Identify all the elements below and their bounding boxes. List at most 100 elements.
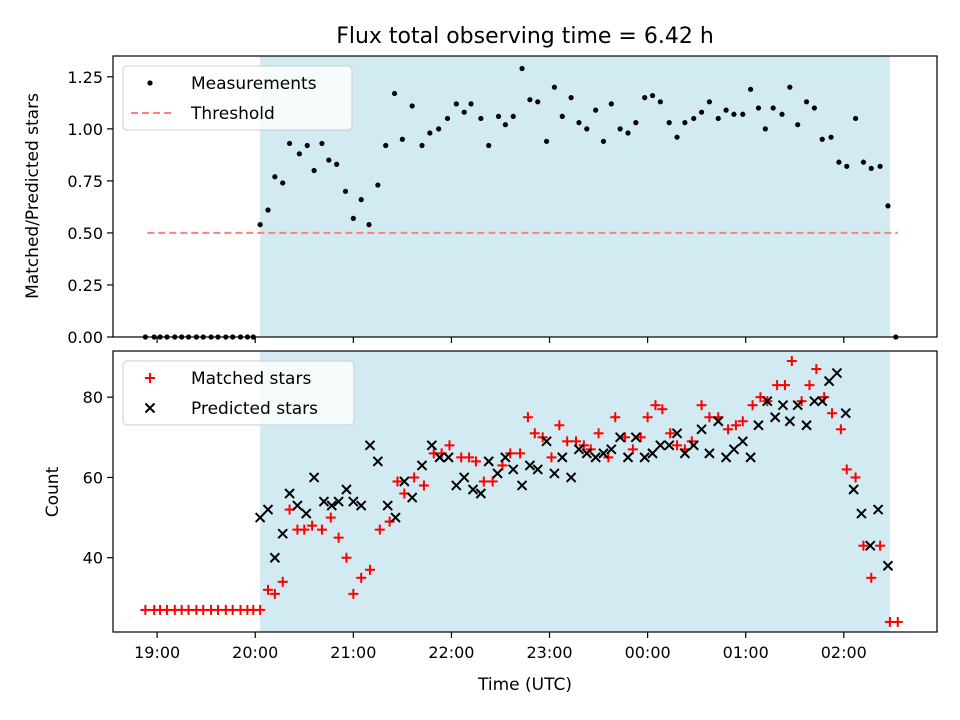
data-point: [828, 134, 834, 140]
data-point: [649, 92, 656, 99]
data-point-b: [696, 424, 707, 435]
data-point: [786, 356, 797, 367]
data-point-b: [713, 416, 724, 427]
data-point: [731, 111, 737, 117]
data-point: [292, 500, 303, 511]
x-tick-label: 21:00: [330, 643, 376, 662]
data-point: [777, 399, 789, 411]
data-point-b: [639, 452, 650, 463]
data-point: [262, 504, 274, 515]
data-point: [804, 380, 815, 391]
data-point: [500, 452, 511, 463]
data-point-b: [581, 448, 593, 459]
data-point: [803, 99, 810, 105]
data-point: [364, 440, 376, 451]
y-tick-label: 1.00: [67, 120, 103, 139]
data-point: [464, 452, 475, 463]
data-point-b: [792, 399, 803, 411]
data-point: [872, 504, 884, 515]
data-point: [372, 456, 384, 467]
data-point: [453, 101, 459, 107]
data-point: [598, 448, 609, 459]
data-point: [706, 99, 713, 105]
data-point: [495, 113, 502, 119]
data-point-b: [823, 375, 835, 387]
data-point: [728, 444, 740, 455]
x-tick-label: 20:00: [232, 643, 278, 662]
data-point: [762, 395, 773, 407]
data-point: [391, 90, 398, 97]
data-point: [704, 448, 715, 459]
data-point: [627, 444, 638, 455]
data-point: [348, 496, 359, 507]
data-point: [532, 464, 543, 475]
data-point: [356, 572, 367, 583]
data-point: [792, 399, 803, 411]
data-point: [836, 159, 842, 165]
data-point-b: [390, 512, 401, 523]
data-point: [468, 101, 474, 107]
data-point-b: [720, 452, 732, 463]
data-point-b: [728, 444, 740, 455]
data-point-b: [532, 464, 543, 475]
data-point: [610, 412, 621, 423]
data-point: [304, 142, 310, 149]
data-point: [559, 113, 565, 119]
data-point: [723, 424, 734, 435]
data-point: [269, 588, 280, 599]
data-point: [426, 440, 438, 451]
data-point: [858, 540, 869, 551]
data-point: [625, 130, 631, 136]
data-point-b: [451, 480, 462, 491]
data-point: [350, 215, 356, 221]
data-point: [308, 472, 320, 483]
data-point: [866, 572, 877, 583]
x-tick-label: 22:00: [428, 643, 474, 662]
data-point: [882, 560, 894, 571]
data-point: [326, 500, 337, 511]
data-point: [301, 508, 312, 519]
data-point: [827, 408, 838, 419]
data-point: [663, 440, 675, 451]
data-point-b: [590, 452, 601, 463]
data-point: [529, 428, 540, 439]
data-point: [277, 528, 288, 539]
data-point: [383, 142, 389, 149]
data-point-b: [549, 468, 560, 479]
data-point: [737, 436, 748, 447]
data-point: [365, 564, 376, 575]
data-point-b: [301, 508, 312, 519]
data-point-b: [434, 452, 445, 463]
data-point: [443, 452, 454, 463]
data-point-b: [308, 472, 320, 483]
data-point: [399, 476, 410, 487]
data-point: [571, 436, 582, 447]
data-point: [399, 136, 405, 142]
data-point: [865, 540, 876, 551]
data-point: [341, 552, 352, 563]
data-point: [527, 97, 533, 103]
data-point-b: [573, 444, 585, 455]
data-point-b: [254, 512, 266, 523]
data-point: [510, 113, 516, 119]
data-point-b: [679, 448, 691, 459]
data-point-b: [737, 436, 748, 447]
data-point-b: [809, 395, 820, 407]
x-tick-label: 23:00: [526, 643, 572, 662]
data-point: [375, 182, 381, 188]
data-point: [483, 456, 494, 467]
data-point: [269, 552, 281, 563]
data-point: [434, 452, 445, 463]
data-point-b: [508, 464, 519, 475]
data-point-b: [840, 408, 851, 419]
data-point: [280, 180, 286, 186]
data-point: [492, 468, 503, 479]
y-axis-label-count: Count: [43, 466, 63, 517]
plot-frame: [112, 55, 938, 338]
data-point: [257, 222, 263, 228]
data-point-b: [784, 416, 796, 427]
data-point: [348, 588, 359, 599]
y-tick-label: 0.00: [67, 328, 103, 347]
data-point-b: [777, 399, 789, 411]
data-point: [674, 134, 680, 140]
